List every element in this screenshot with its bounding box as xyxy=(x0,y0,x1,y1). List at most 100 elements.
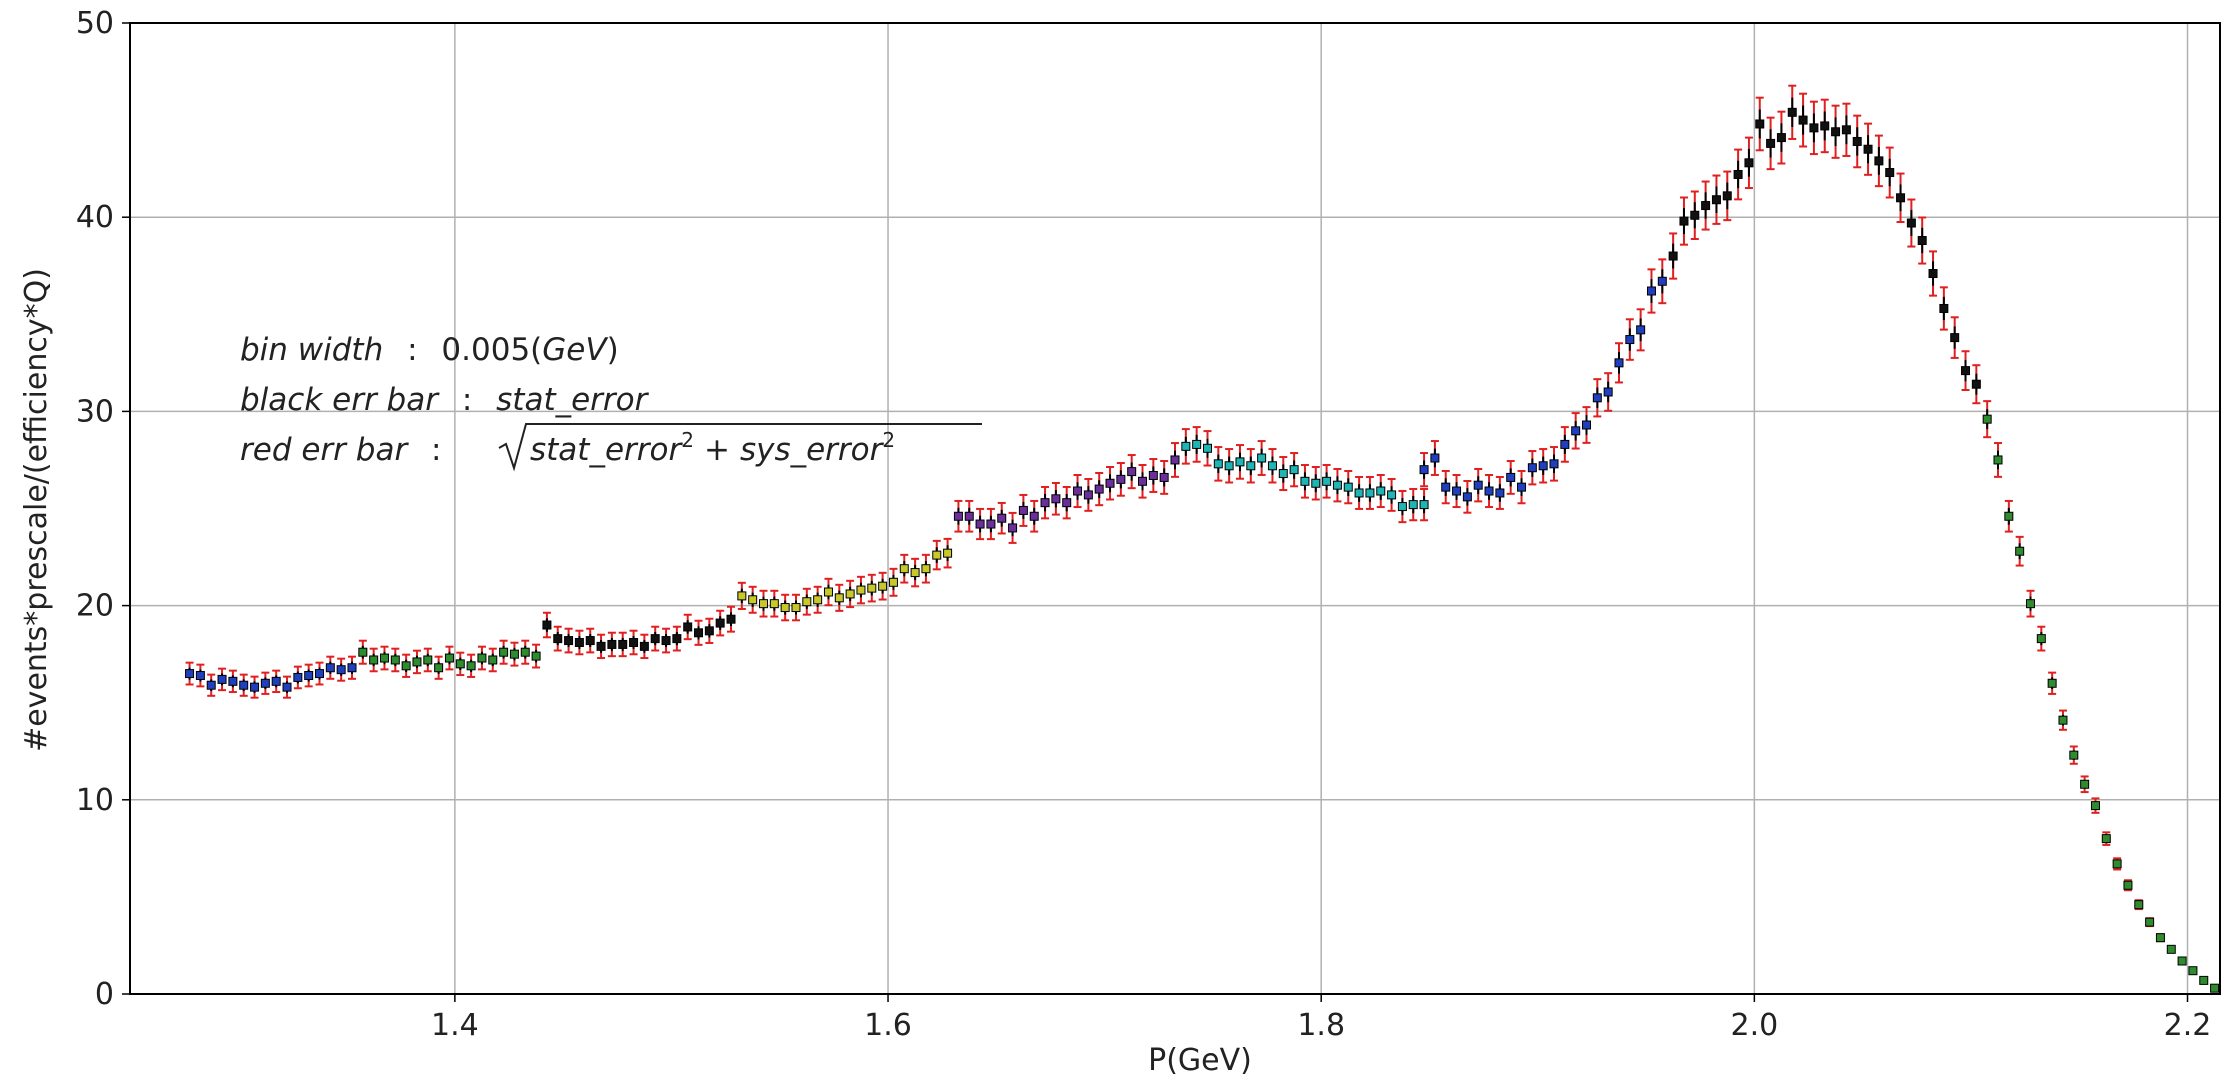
data-point xyxy=(888,577,898,587)
y-tick-label: 20 xyxy=(76,589,114,624)
data-point xyxy=(2101,834,2111,844)
data-point xyxy=(282,682,292,692)
annotation-bin-width-unit: GeV xyxy=(542,332,609,368)
data-point xyxy=(1419,465,1429,475)
data-point xyxy=(1094,484,1104,494)
annotation-sep-3: : xyxy=(431,432,441,468)
data-point xyxy=(1690,210,1700,220)
data-point xyxy=(607,639,617,649)
data-point xyxy=(1073,486,1083,496)
data-point xyxy=(1105,478,1115,488)
data-point xyxy=(1874,156,1884,166)
data-point xyxy=(639,641,649,651)
data-point xyxy=(2090,801,2100,811)
data-point xyxy=(1668,251,1678,261)
data-point xyxy=(1744,158,1754,168)
data-point xyxy=(1213,459,1223,469)
data-point xyxy=(2025,599,2035,609)
annotation-sep-1: : xyxy=(407,332,417,368)
data-point xyxy=(1592,393,1602,403)
data-point xyxy=(758,599,768,609)
data-point xyxy=(694,628,704,638)
data-point xyxy=(2069,750,2079,760)
data-point xyxy=(899,564,909,574)
data-point xyxy=(520,647,530,657)
data-point xyxy=(1831,127,1841,137)
data-point xyxy=(1462,492,1472,502)
data-point xyxy=(2145,917,2155,927)
data-point xyxy=(737,591,747,601)
data-point xyxy=(932,550,942,560)
data-point xyxy=(531,651,541,661)
data-point xyxy=(542,620,552,630)
plot-frame xyxy=(129,22,2221,995)
data-point xyxy=(239,680,249,690)
data-point xyxy=(401,661,411,671)
data-point xyxy=(434,663,444,673)
data-point xyxy=(1354,488,1364,498)
y-axis-label: #events*prescale/(efficiency*Q) xyxy=(19,268,54,752)
data-point xyxy=(791,603,801,613)
x-axis-label: P(GeV) xyxy=(1148,1043,1252,1078)
data-point xyxy=(1961,366,1971,376)
sqrt-radical-icon xyxy=(498,423,982,472)
data-point xyxy=(834,593,844,603)
data-point xyxy=(390,655,400,665)
data-point xyxy=(185,669,195,679)
data-point xyxy=(379,653,389,663)
data-point xyxy=(271,676,281,686)
data-point xyxy=(1192,439,1202,449)
data-point xyxy=(1267,461,1277,471)
data-point xyxy=(1852,136,1862,146)
annotation-exp-1: 2 xyxy=(681,428,694,452)
data-point xyxy=(347,663,357,673)
data-point xyxy=(1029,511,1039,521)
data-point xyxy=(1733,169,1743,179)
data-point xyxy=(1657,276,1667,286)
data-point xyxy=(769,599,779,609)
data-point xyxy=(2188,966,2198,976)
data-point xyxy=(1571,426,1581,436)
data-point xyxy=(499,647,509,657)
data-point xyxy=(1365,488,1375,498)
data-point xyxy=(553,634,563,644)
data-point xyxy=(2004,511,2014,521)
data-point xyxy=(1040,498,1050,508)
data-point xyxy=(1614,358,1624,368)
grid xyxy=(130,22,2220,995)
data-point xyxy=(564,636,574,646)
data-point xyxy=(412,657,422,667)
data-point xyxy=(1311,478,1321,488)
y-tick-label: 10 xyxy=(76,783,114,818)
y-tick-labels: 0 10 20 30 40 50 xyxy=(76,6,114,1012)
y-tick-label: 30 xyxy=(76,394,114,429)
data-point xyxy=(358,647,368,657)
y-tick-label: 0 xyxy=(95,977,114,1012)
data-point xyxy=(1582,420,1592,430)
data-point xyxy=(1441,482,1451,492)
annotation-black-err-label: black err bar xyxy=(240,382,440,418)
data-point xyxy=(878,581,888,591)
data-point xyxy=(1939,303,1949,313)
data-point xyxy=(293,672,303,682)
data-point xyxy=(1798,115,1808,125)
data-point xyxy=(1711,195,1721,205)
data-point xyxy=(2047,678,2057,688)
x-tick-label: 1.8 xyxy=(1297,1008,1345,1043)
data-point xyxy=(661,636,671,646)
data-point xyxy=(1116,474,1126,484)
data-point xyxy=(1083,490,1093,500)
data-point xyxy=(325,663,335,673)
data-point xyxy=(1755,119,1765,129)
data-point xyxy=(2036,634,2046,644)
data-point xyxy=(455,659,465,669)
data-point xyxy=(964,511,974,521)
data-point xyxy=(1408,500,1418,510)
annotation-stat-error-term: stat_error xyxy=(530,432,683,468)
data-point xyxy=(1181,441,1191,451)
data-point xyxy=(672,634,682,644)
annotation-box: bin width : 0.005(GeV) black err bar : s… xyxy=(240,332,982,472)
data-point xyxy=(1679,216,1689,226)
data-point xyxy=(1809,123,1819,133)
